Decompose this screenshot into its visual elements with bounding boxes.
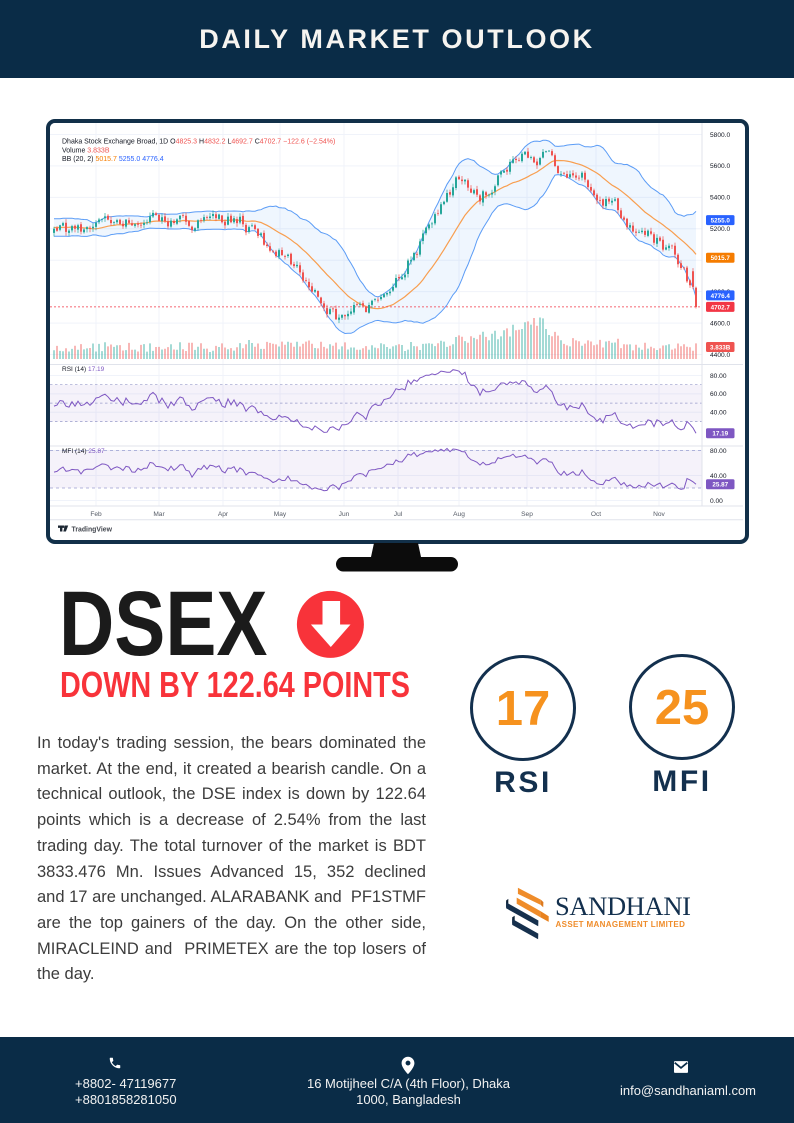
svg-text:4702.7: 4702.7: [711, 304, 731, 311]
svg-text:3.833B: 3.833B: [710, 344, 731, 351]
svg-text:40.00: 40.00: [710, 410, 727, 417]
svg-text:5800.0: 5800.0: [710, 132, 731, 139]
svg-text:May: May: [274, 511, 287, 518]
svg-text:SANDHANI: SANDHANI: [555, 891, 691, 921]
svg-text:80.00: 80.00: [710, 448, 727, 455]
svg-text:4600.0: 4600.0: [710, 320, 731, 327]
svg-text:Apr: Apr: [218, 511, 229, 518]
svg-text:5400.0: 5400.0: [710, 195, 731, 202]
svg-text:17.19: 17.19: [712, 431, 728, 438]
svg-text:Mar: Mar: [153, 511, 165, 518]
svg-text:Oct: Oct: [591, 511, 601, 518]
svg-text:BB (20, 2) 5015.7 5255.0 47: BB (20, 2) 5015.7 5255.0 4776.4: [62, 156, 164, 163]
svg-text:Jun: Jun: [339, 511, 350, 518]
svg-text:Jul: Jul: [394, 511, 403, 518]
svg-text:4776.4: 4776.4: [711, 293, 731, 300]
svg-text:ASSET MANAGEMENT LIMITED: ASSET MANAGEMENT LIMITED: [556, 920, 686, 929]
svg-text:5255.0: 5255.0: [711, 218, 731, 225]
svg-text:Feb: Feb: [90, 511, 102, 518]
svg-text:5200.0: 5200.0: [710, 226, 731, 233]
svg-text:0.00: 0.00: [710, 498, 723, 505]
svg-text:25.87: 25.87: [712, 482, 728, 489]
svg-text:MFI (14) 25.87: MFI (14) 25.87: [62, 448, 105, 455]
svg-text:TradingView: TradingView: [72, 527, 113, 534]
svg-text:Aug: Aug: [453, 511, 465, 518]
svg-text:5600.0: 5600.0: [710, 163, 731, 170]
svg-text:RSI (14) 17.19: RSI (14) 17.19: [62, 366, 105, 373]
svg-text:Nov: Nov: [653, 511, 665, 518]
svg-text:Volume 3.833B: Volume 3.833B: [62, 148, 110, 155]
svg-text:Sep: Sep: [521, 511, 533, 518]
svg-text:5015.7: 5015.7: [711, 255, 731, 262]
svg-text:Dhaka Stock Exchange Broad, 1D: Dhaka Stock Exchange Broad, 1D O4825.3 H…: [62, 139, 335, 146]
svg-text:60.00: 60.00: [710, 391, 727, 398]
svg-text:80.00: 80.00: [710, 373, 727, 380]
svg-text:4400.0: 4400.0: [710, 352, 731, 359]
svg-text:40.00: 40.00: [710, 473, 727, 480]
